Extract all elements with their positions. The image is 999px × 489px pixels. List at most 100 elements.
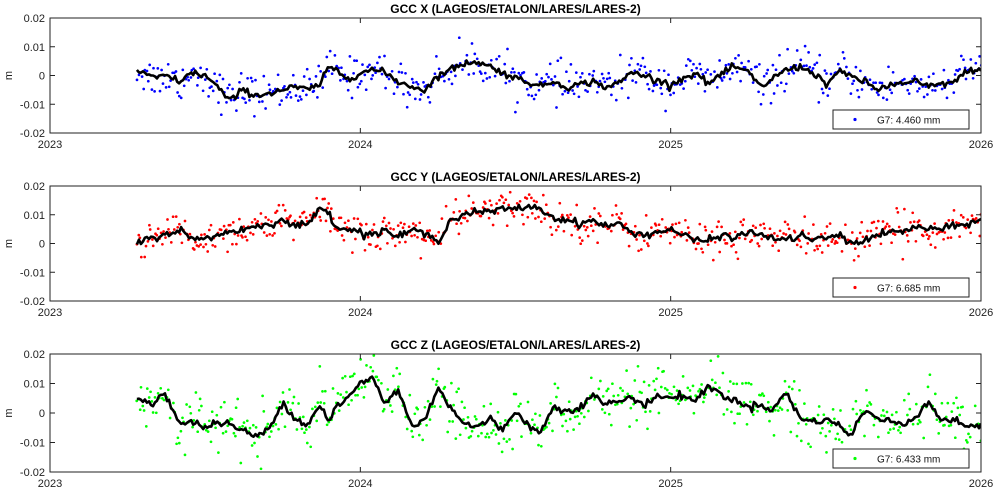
data-point [447, 77, 451, 81]
data-point [168, 416, 172, 420]
data-point [189, 76, 193, 79]
data-point [611, 382, 614, 386]
data-point [554, 228, 558, 232]
data-point [384, 224, 388, 228]
data-point [660, 217, 664, 221]
data-point [352, 71, 355, 75]
data-point [793, 230, 797, 234]
data-point [495, 202, 498, 205]
data-point [784, 233, 788, 236]
data-point [551, 83, 555, 87]
data-point [786, 47, 789, 51]
data-point [691, 384, 695, 388]
data-point [238, 80, 241, 84]
data-point [772, 92, 776, 95]
data-point [392, 92, 396, 96]
data-point [937, 432, 941, 435]
data-point [326, 206, 329, 210]
data-point [211, 89, 215, 93]
data-point [959, 213, 963, 217]
data-point [822, 413, 826, 417]
data-point [280, 99, 283, 102]
data-point [540, 77, 544, 80]
data-point [351, 374, 354, 378]
data-point [159, 386, 163, 390]
data-point [323, 389, 327, 393]
data-point [234, 406, 238, 410]
data-point [576, 414, 579, 418]
data-point [532, 97, 536, 101]
data-point [620, 212, 623, 215]
data-point [769, 405, 773, 409]
data-point [826, 421, 830, 425]
data-point [764, 410, 768, 414]
data-point [942, 237, 945, 241]
data-point [714, 381, 717, 385]
data-point [217, 451, 220, 454]
data-point [410, 77, 414, 81]
data-point [393, 244, 397, 248]
data-point [579, 411, 583, 415]
data-point [188, 405, 192, 409]
data-point [369, 365, 373, 369]
x-tick-label: 2024 [348, 139, 372, 151]
data-point [243, 97, 246, 101]
data-point [158, 89, 162, 93]
data-point [510, 71, 513, 74]
data-point [639, 248, 643, 251]
data-point [464, 426, 468, 430]
data-point [950, 410, 954, 413]
data-point [213, 72, 216, 76]
data-point [777, 249, 781, 253]
data-point [638, 68, 642, 71]
data-point [155, 233, 159, 237]
data-point [160, 68, 163, 72]
y-axis-label: m [3, 408, 15, 417]
data-point [182, 84, 186, 88]
data-point [404, 71, 407, 75]
data-point [628, 63, 631, 67]
data-point [304, 428, 308, 431]
data-point [288, 388, 291, 391]
data-point [489, 402, 493, 406]
data-point [857, 254, 860, 258]
data-point [196, 430, 200, 434]
data-point [500, 450, 504, 454]
data-point [815, 244, 819, 248]
data-point [685, 239, 689, 242]
data-point [760, 237, 764, 241]
data-point [751, 413, 755, 417]
data-point [499, 421, 502, 425]
data-point [431, 377, 435, 381]
data-point [537, 215, 540, 219]
data-point [421, 438, 425, 442]
data-point [534, 93, 538, 97]
data-point [425, 423, 428, 427]
data-point [249, 76, 253, 80]
data-point [674, 222, 678, 226]
data-point [586, 234, 590, 238]
data-point [411, 222, 415, 225]
data-point [341, 396, 345, 399]
data-point [416, 235, 419, 239]
data-point [467, 73, 471, 76]
data-point [626, 96, 630, 100]
data-point [918, 420, 922, 424]
data-point [502, 437, 506, 441]
data-point [885, 410, 889, 414]
data-point [392, 374, 395, 378]
data-point [391, 236, 394, 240]
data-point [201, 89, 205, 93]
data-point [768, 227, 772, 231]
data-point [677, 221, 681, 225]
data-point [432, 242, 436, 246]
data-point [652, 379, 656, 383]
data-point [277, 203, 281, 207]
data-point [736, 257, 740, 261]
y-axis-label: m [3, 239, 15, 248]
data-point [829, 72, 833, 76]
data-point [798, 388, 801, 392]
data-point [547, 421, 551, 425]
legend-label: G7: 6.685 mm [877, 284, 940, 295]
data-point [935, 418, 939, 422]
